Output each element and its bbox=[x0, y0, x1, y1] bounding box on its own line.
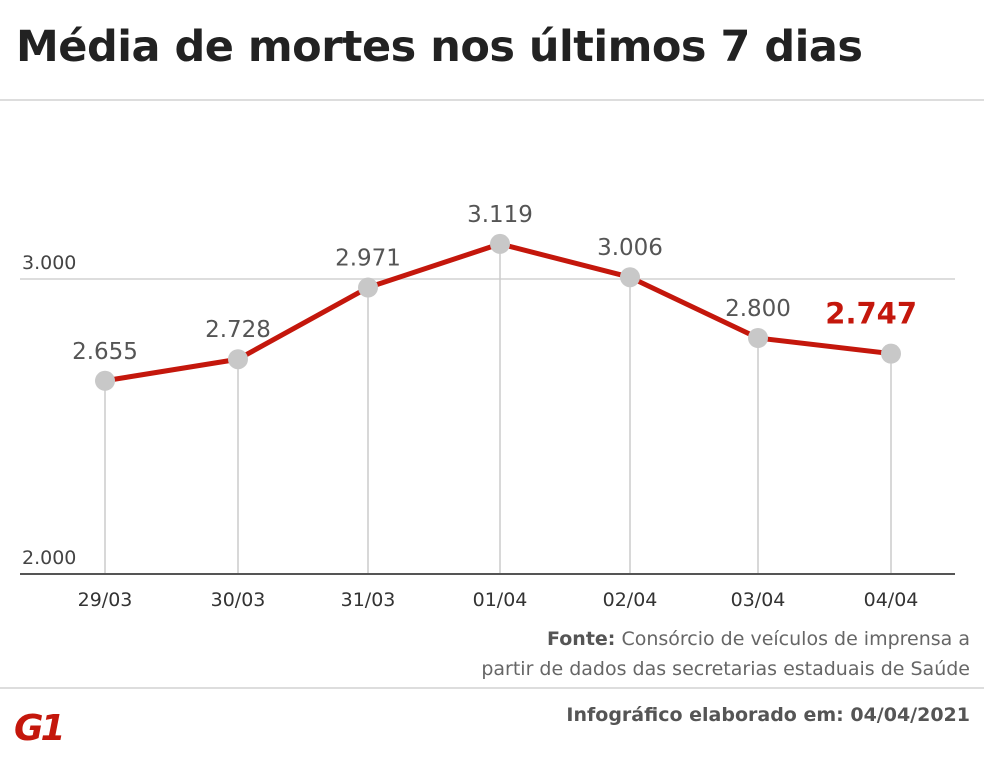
data-label: 2.655 bbox=[72, 339, 138, 365]
data-point bbox=[358, 277, 378, 298]
x-tick-label: 30/03 bbox=[211, 589, 266, 611]
x-tick-label: 02/04 bbox=[603, 589, 658, 611]
source-label: Fonte: bbox=[547, 628, 616, 650]
y-tick-label: 3.000 bbox=[22, 252, 76, 274]
data-point bbox=[228, 349, 248, 370]
source-text-1: Consórcio de veículos de imprensa a bbox=[621, 628, 970, 650]
credit-text: Infográfico elaborado em: 04/04/2021 bbox=[566, 704, 970, 726]
x-tick-label: 04/04 bbox=[864, 589, 919, 611]
source-line-1: Fonte: Consórcio de veículos de imprensa… bbox=[547, 628, 970, 650]
x-tick-label: 29/03 bbox=[78, 589, 133, 611]
data-point bbox=[748, 328, 768, 348]
x-tick-label: 31/03 bbox=[341, 589, 396, 611]
data-label: 2.747 bbox=[825, 297, 917, 331]
chart-title: Média de mortes nos últimos 7 dias bbox=[16, 22, 863, 72]
data-label: 2.800 bbox=[725, 296, 791, 322]
source-line-2: partir de dados das secretarias estaduai… bbox=[481, 658, 970, 680]
y-tick-label: 2.000 bbox=[22, 547, 76, 569]
line-chart: 2.000 3.000 2.655 29/03 2.728 30/03 2.971 31/03… bbox=[20, 202, 955, 611]
data-point bbox=[620, 267, 640, 288]
x-tick-label: 01/04 bbox=[473, 589, 528, 611]
x-tick-label: 03/04 bbox=[731, 589, 786, 611]
data-label: 3.006 bbox=[597, 235, 663, 261]
g1-logo: G1 bbox=[14, 708, 66, 749]
data-label: 3.119 bbox=[467, 202, 533, 228]
data-label: 2.728 bbox=[205, 317, 271, 343]
data-point bbox=[95, 370, 115, 391]
footer-divider bbox=[0, 687, 984, 689]
title-divider bbox=[0, 99, 984, 101]
data-label: 2.971 bbox=[335, 246, 401, 272]
data-point bbox=[881, 343, 901, 364]
data-point bbox=[490, 233, 510, 254]
